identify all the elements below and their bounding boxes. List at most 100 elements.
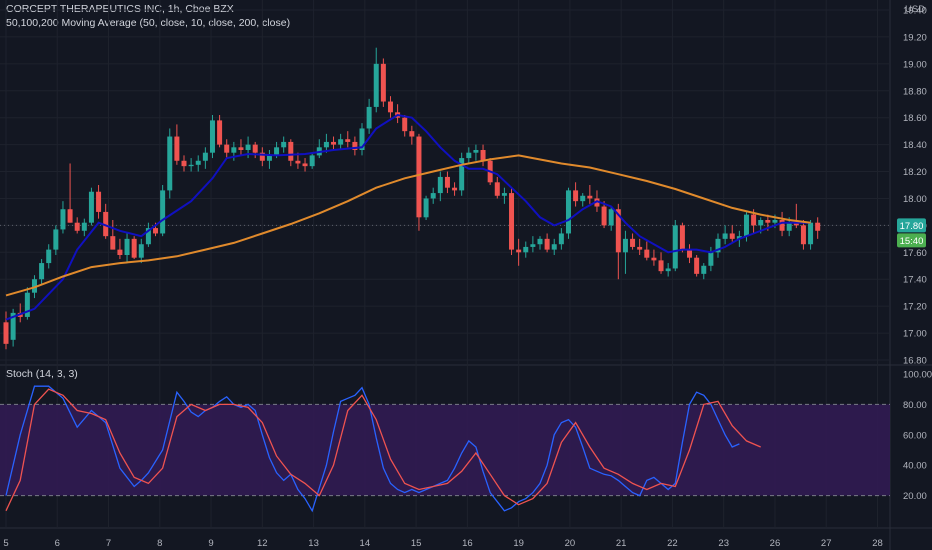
- candle-down: [494, 182, 500, 196]
- candle-up: [459, 158, 465, 191]
- candle-up: [608, 209, 614, 226]
- stoch-tick-label: 100.00: [903, 370, 932, 381]
- candle-down: [153, 228, 159, 234]
- ma-fast-line: [5, 113, 811, 321]
- time-tick-label: 15: [411, 538, 422, 549]
- price-tick-label: 17.60: [903, 248, 927, 259]
- candle-up: [160, 190, 166, 234]
- candle-up: [323, 141, 329, 148]
- candle-up: [430, 193, 436, 199]
- last-price-badge-text: 17.80: [900, 221, 924, 232]
- price-tick-label: 17.20: [903, 302, 927, 313]
- candle-up: [501, 193, 507, 196]
- time-tick-label: 9: [208, 538, 213, 549]
- candle-down: [252, 144, 258, 153]
- candle-down: [295, 160, 301, 164]
- candle-down: [729, 233, 735, 239]
- candle-up: [473, 150, 479, 153]
- candle-up: [758, 220, 764, 226]
- price-tick-label: 16.80: [903, 356, 927, 367]
- candle-down: [630, 238, 636, 247]
- candle-down: [615, 209, 621, 253]
- candle-down: [601, 206, 607, 226]
- time-tick-label: 12: [257, 538, 268, 549]
- candle-up: [274, 147, 280, 156]
- candle-up: [46, 249, 52, 264]
- candle-down: [516, 249, 522, 253]
- stoch-tick-label: 80.00: [903, 400, 927, 411]
- time-tick-label: 26: [770, 538, 781, 549]
- ma-value-badge: [897, 233, 926, 248]
- candle-down: [345, 139, 351, 142]
- candle-up: [466, 152, 472, 159]
- candle-down: [637, 246, 643, 250]
- candle-down: [779, 220, 785, 231]
- candle-up: [281, 141, 287, 148]
- candle-down: [644, 249, 650, 258]
- candle-down: [544, 238, 550, 250]
- candle-up: [565, 190, 571, 234]
- candle-up: [373, 63, 379, 107]
- candle-up: [537, 238, 543, 245]
- candle-down: [387, 101, 393, 113]
- candle-up: [808, 222, 814, 245]
- candle-down: [793, 222, 799, 226]
- candle-down: [800, 225, 806, 245]
- candle-down: [74, 222, 80, 231]
- price-tick-label: 18.60: [903, 113, 927, 124]
- candle-up: [622, 238, 628, 253]
- candle-down: [259, 152, 265, 161]
- stoch-k-line: [5, 385, 740, 513]
- candle-down: [238, 147, 244, 150]
- candle-down: [117, 249, 123, 255]
- ma-slow-line: [5, 154, 811, 297]
- candle-down: [181, 160, 187, 167]
- candle-down: [658, 260, 664, 272]
- time-tick-label: 8: [157, 538, 162, 549]
- stoch-legend: Stoch (14, 3, 3): [6, 368, 78, 380]
- candle-up: [708, 252, 714, 266]
- candle-up: [338, 139, 344, 145]
- time-tick-label: 23: [718, 538, 729, 549]
- candle-down: [409, 131, 415, 137]
- candle-down: [815, 222, 821, 231]
- candle-up: [60, 209, 66, 230]
- candle-up: [10, 312, 16, 340]
- candle-up: [81, 222, 87, 231]
- candle-up: [722, 233, 728, 239]
- candle-up: [701, 265, 707, 274]
- candle-up: [167, 136, 173, 191]
- candle-down: [302, 163, 308, 167]
- candle-down: [444, 176, 450, 188]
- candle-down: [131, 238, 137, 258]
- candle-up: [558, 233, 564, 245]
- candle-down: [224, 144, 230, 153]
- price-tick-label: 18.80: [903, 86, 927, 97]
- price-tick-label: 18.20: [903, 167, 927, 178]
- stoch-band: [0, 404, 890, 496]
- candle-down: [694, 257, 700, 274]
- price-tick-label: 18.40: [903, 140, 927, 151]
- candle-up: [266, 155, 272, 161]
- time-tick-label: 6: [55, 538, 60, 549]
- candle-down: [103, 211, 109, 237]
- stoch-tick-label: 20.00: [903, 491, 927, 502]
- time-tick-label: 5: [3, 538, 8, 549]
- time-tick-label: 21: [616, 538, 627, 549]
- candle-up: [772, 220, 778, 223]
- candle-down: [452, 187, 458, 191]
- candle-down: [402, 117, 408, 132]
- candle-up: [195, 160, 201, 165]
- candle-up: [53, 229, 59, 250]
- candle-up: [423, 198, 429, 218]
- candle-down: [288, 141, 294, 161]
- candle-down: [331, 141, 337, 145]
- chart-title: CORCEPT THERAPEUTICS INC, 1h, Cboe BZX: [6, 3, 234, 15]
- candle-down: [587, 195, 593, 199]
- candle-up: [715, 238, 721, 253]
- candle-up: [736, 236, 742, 239]
- stoch-tick-label: 40.00: [903, 461, 927, 472]
- candle-down: [174, 136, 180, 161]
- candle-down: [480, 150, 486, 161]
